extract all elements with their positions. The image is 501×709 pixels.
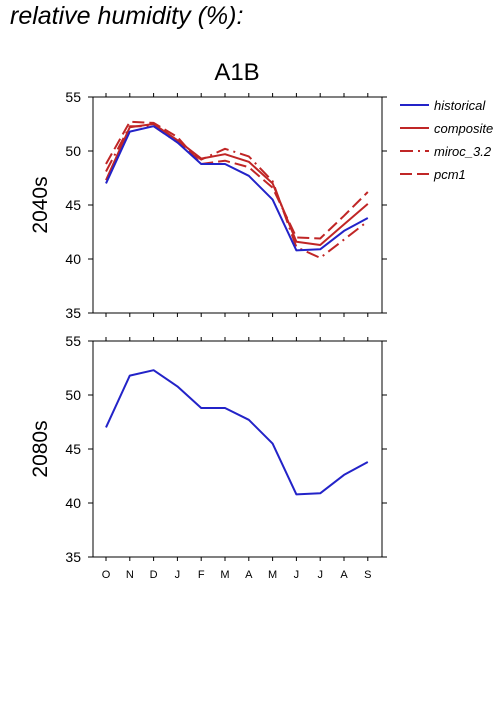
- y-tick-label: 50: [65, 387, 81, 403]
- x-tick-label: M: [220, 569, 229, 581]
- y-tick-label: 55: [65, 89, 81, 105]
- y-axis-label: 2080s: [29, 420, 52, 477]
- series-line-historical: [105, 125, 369, 252]
- legend-label: miroc_3.2: [434, 144, 492, 159]
- series-line-historical: [105, 369, 369, 496]
- y-tick-label: 45: [65, 197, 81, 213]
- y-tick-label: 55: [65, 333, 81, 349]
- x-tick-label: M: [268, 569, 277, 581]
- legend-label: composite: [434, 121, 493, 136]
- x-tick-label: S: [364, 569, 371, 581]
- x-tick-label: F: [198, 569, 205, 581]
- legend: historical composite miroc_3.2 pcm1: [400, 98, 493, 182]
- page-title: relative humidity (%):: [10, 2, 244, 30]
- x-tick-label: A: [245, 569, 253, 581]
- series-line-pcm1: [105, 120, 369, 240]
- y-tick-label: 45: [65, 441, 81, 457]
- y-tick-label: 35: [65, 549, 81, 565]
- y-tick-label: 40: [65, 251, 81, 267]
- x-tick-label: N: [126, 569, 134, 581]
- x-tick-label: A: [340, 569, 348, 581]
- y-tick-label: 50: [65, 143, 81, 159]
- x-tick-label: O: [102, 569, 111, 581]
- series-line-miroc-3-2: [105, 125, 369, 259]
- legend-label: pcm1: [433, 167, 466, 182]
- y-tick-label: 35: [65, 305, 81, 321]
- x-tick-label: J: [317, 569, 323, 581]
- x-tick-label: J: [175, 569, 181, 581]
- panel-2080s: 35 40 45 50 55 O N D J F M A M J J A S 2080s: [29, 333, 387, 581]
- x-tick-label: D: [150, 569, 158, 581]
- panel-2040s: 35 40 45 50 55 2040s: [29, 89, 387, 321]
- y-axis-label: 2040s: [29, 176, 52, 233]
- x-tick-label: J: [294, 569, 300, 581]
- series-line-composite: [105, 123, 369, 246]
- chart-title: A1B: [214, 59, 259, 86]
- y-tick-label: 40: [65, 495, 81, 511]
- legend-label: historical: [434, 98, 486, 113]
